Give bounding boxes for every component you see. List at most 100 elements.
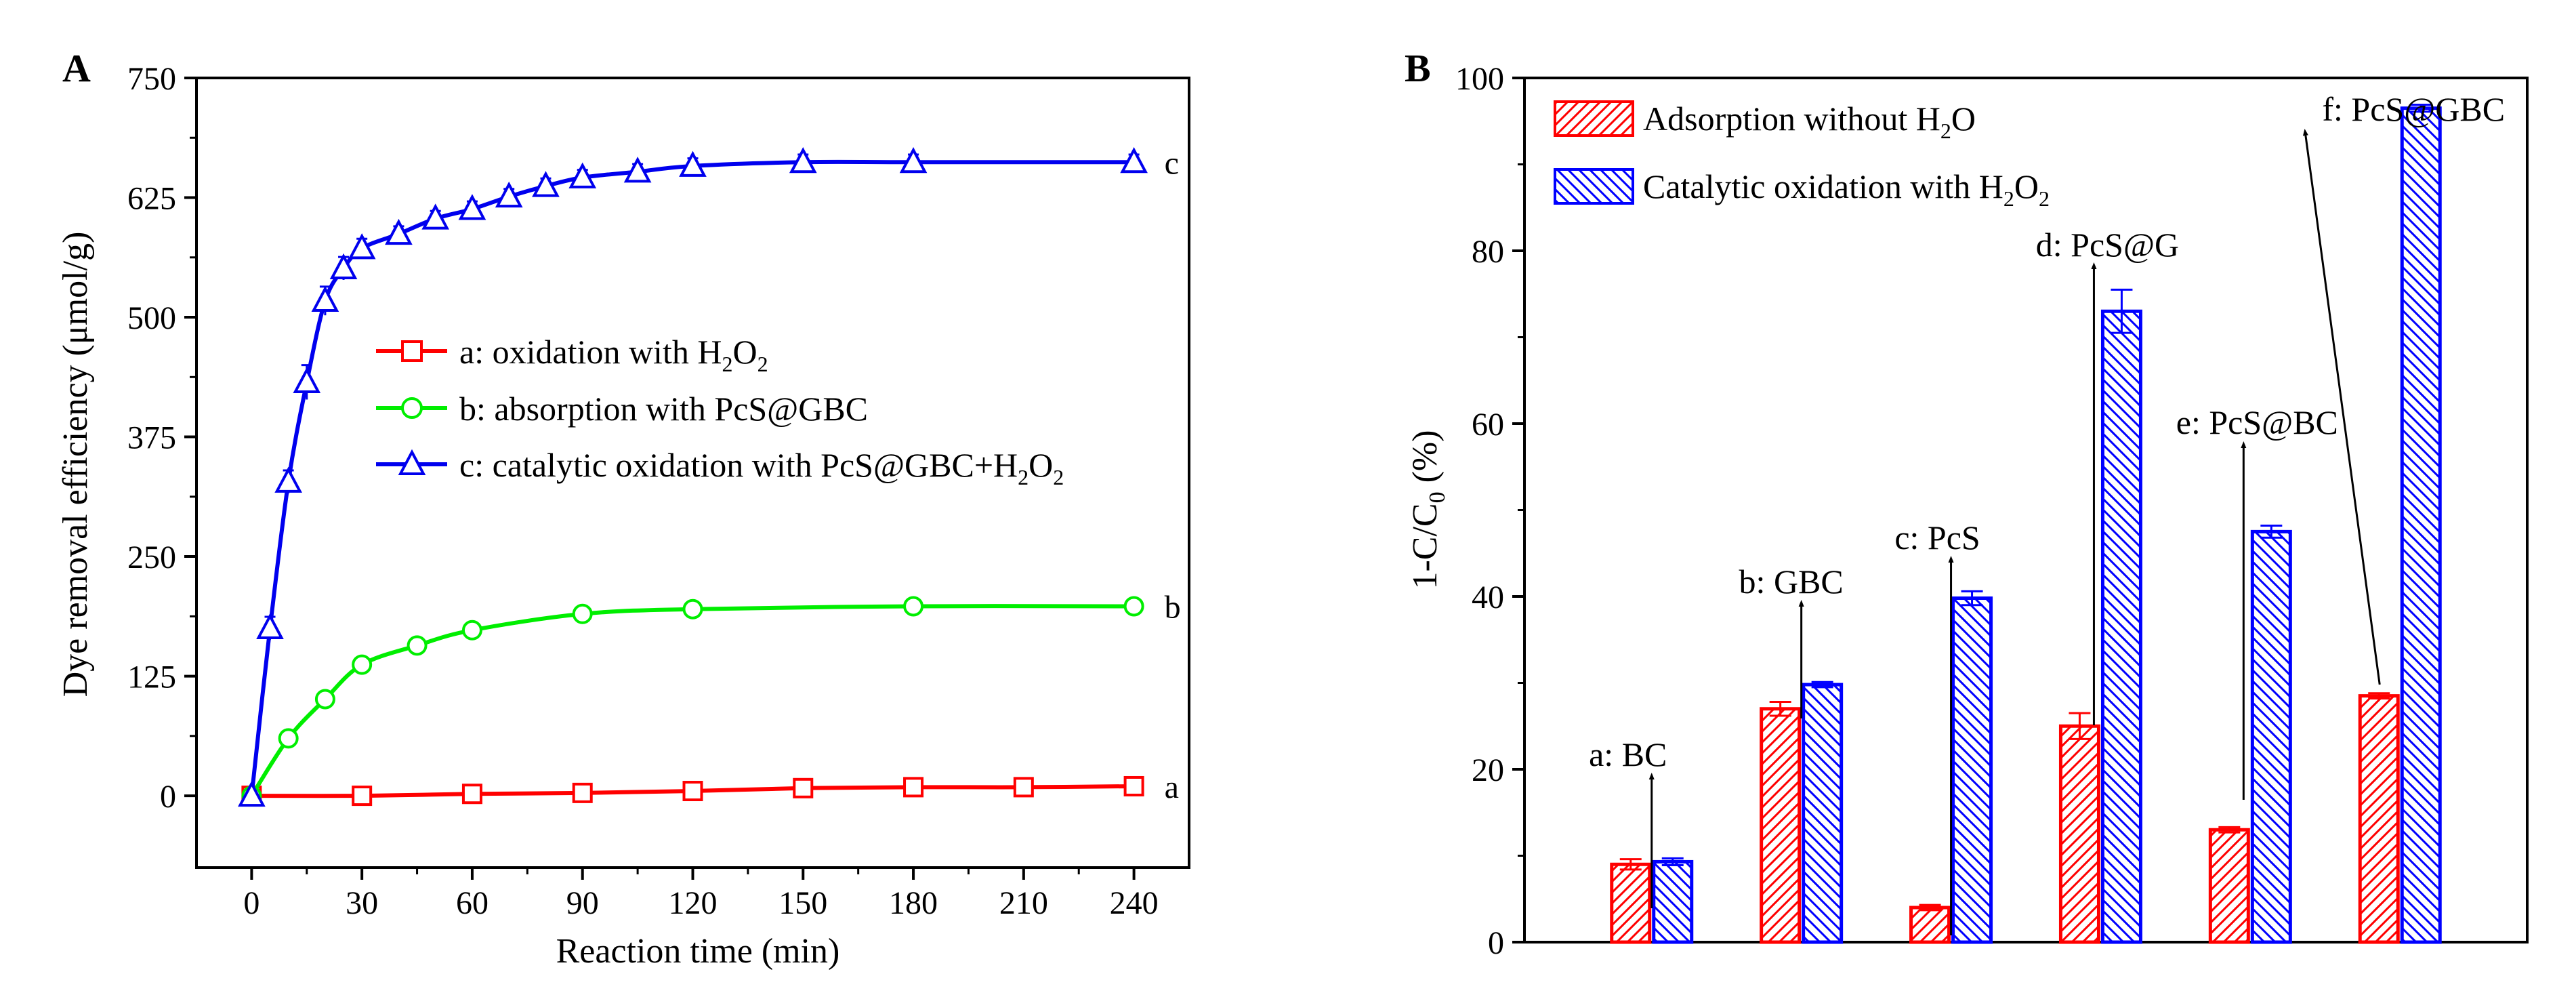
bar-adsorption xyxy=(2208,828,2250,944)
data-point-circle xyxy=(407,635,428,656)
bar-catalytic xyxy=(2100,309,2142,944)
annotation-arrow xyxy=(2302,129,2381,685)
bar-catalytic xyxy=(1802,683,1844,944)
data-point-circle xyxy=(314,689,335,710)
panel-b-annotations: a: BC b: GBC c: PcS d: PcS@G e: PcS@BC f: PcS… xyxy=(1589,90,2505,935)
legend-adsorption-text: Adsorption without H xyxy=(1643,100,1940,138)
panel-b-y-axis-title: 1-C/C0 (%) xyxy=(1406,430,1450,589)
legend-catalytic-suffix: O xyxy=(2014,167,2039,205)
panel-b-y-axis-title-sub: 0 xyxy=(1425,491,1450,503)
panel-a-y-axis-title: Dye removal efficiency (μmol/g) xyxy=(56,232,95,697)
legend-c-suffix: O xyxy=(1029,446,1053,484)
panel-b-y-axis: 0 20 40 60 80 100 xyxy=(1455,61,1524,961)
data-point-triangle xyxy=(623,157,652,183)
data-point-square xyxy=(903,777,924,798)
legend-swatch-catalytic xyxy=(1554,168,1634,205)
x-tick-label: 60 xyxy=(456,885,489,921)
bar-catalytic xyxy=(1951,596,1993,944)
legend-adsorption-suffix: O xyxy=(1951,100,1976,138)
series-a: a xyxy=(241,769,1179,807)
legend-c-sub2: 2 xyxy=(1053,465,1064,489)
bar-group-5 xyxy=(2208,524,2292,944)
legend-swatch-adsorption xyxy=(1554,100,1634,137)
legend-square-marker xyxy=(401,340,423,362)
bar-adsorption xyxy=(2358,694,2400,944)
data-point-triangle xyxy=(899,147,928,174)
bar-group-4 xyxy=(2058,288,2142,944)
panel-a-x-axis: 0 30 60 90 120 150 180 210 240 xyxy=(243,868,1159,921)
legend-item-adsorption: Adsorption without H2O xyxy=(1554,100,1976,143)
bar-adsorption xyxy=(1610,862,1652,944)
data-point-triangle xyxy=(532,171,560,197)
data-point-circle xyxy=(1123,596,1144,617)
panel-a-label: A xyxy=(62,46,91,90)
legend-triangle-marker xyxy=(398,449,426,475)
panel-b-bars-group xyxy=(1610,104,2442,944)
legend-item-b: b: absorption with PcS@GBC xyxy=(376,390,868,428)
data-point-square xyxy=(572,782,593,803)
category-label: b: GBC xyxy=(1739,563,1844,601)
x-tick-label: 90 xyxy=(566,885,599,921)
data-point-triangle xyxy=(679,150,707,177)
data-point-circle xyxy=(682,598,703,620)
bar-catalytic xyxy=(2250,529,2292,944)
data-point-triangle xyxy=(385,218,413,245)
legend-catalytic-sub2: 2 xyxy=(2039,186,2050,211)
data-point-triangle xyxy=(274,466,302,493)
category-label: a: BC xyxy=(1589,735,1667,773)
x-tick-label: 120 xyxy=(669,885,718,921)
data-point-circle xyxy=(903,596,924,617)
panel-a-x-axis-title: Reaction time (min) xyxy=(556,932,840,971)
series-b-line xyxy=(249,604,1134,797)
series-a-end-label: a xyxy=(1165,769,1179,805)
legend-item-a: a: oxidation with H2O2 xyxy=(376,333,768,376)
y-tick-label: 20 xyxy=(1472,752,1504,788)
svg-text:c: catalytic oxidation with Pc: c: catalytic oxidation with PcS@GBC+H2O2 xyxy=(459,446,1064,489)
y-tick-label: 625 xyxy=(127,181,176,217)
legend-catalytic-text: Catalytic oxidation with H xyxy=(1643,167,2003,205)
category-label: f: PcS@GBC xyxy=(2322,90,2505,128)
data-point-triangle xyxy=(568,162,597,188)
panel-a-series-group: a b c xyxy=(238,145,1181,807)
bar-adsorption xyxy=(1760,707,1802,944)
x-tick-label: 30 xyxy=(346,885,378,921)
y-tick-label: 40 xyxy=(1472,580,1504,615)
data-point-square xyxy=(352,786,373,807)
panel-a-legend: a: oxidation with H2O2 b: absorption wit… xyxy=(376,333,1064,489)
legend-adsorption-sub1: 2 xyxy=(1940,119,1951,143)
data-point-triangle xyxy=(238,780,266,807)
x-tick-label: 150 xyxy=(778,885,827,921)
panel-b-y-axis-title-main: 1-C/C xyxy=(1406,503,1445,589)
legend-catalytic-sub1: 2 xyxy=(2003,186,2014,211)
data-point-triangle xyxy=(458,194,486,220)
y-tick-label: 0 xyxy=(160,779,176,815)
panel-b-legend: Adsorption without H2O Catalytic oxidati… xyxy=(1554,100,2050,211)
panel-a-y-axis: 0 125 250 375 500 625 750 xyxy=(127,61,196,815)
category-label: c: PcS xyxy=(1894,519,1980,556)
x-tick-label: 240 xyxy=(1110,885,1159,921)
legend-circle-marker xyxy=(401,397,423,419)
category-label: e: PcS@BC xyxy=(2176,403,2338,441)
legend-a-text: a: oxidation with H xyxy=(459,333,722,371)
bar-group-3 xyxy=(1909,590,1993,944)
data-point-triangle xyxy=(789,147,817,174)
data-point-circle xyxy=(278,728,299,749)
data-point-triangle xyxy=(311,285,339,312)
bar-catalytic xyxy=(1652,859,1694,944)
x-tick-label: 210 xyxy=(999,885,1048,921)
svg-text:a: oxidation with H2O2: a: oxidation with H2O2 xyxy=(459,333,768,376)
legend-a-sub1: 2 xyxy=(722,352,732,376)
data-point-square xyxy=(682,781,703,802)
data-point-circle xyxy=(572,603,593,624)
panel-a-line-chart: A 0 125 250 375 500 625 750 0 30 60 90 120 150 180 21… xyxy=(56,46,1190,971)
data-point-square xyxy=(1013,777,1034,798)
legend-a-sub2: 2 xyxy=(757,352,768,376)
y-tick-label: 0 xyxy=(1488,925,1504,961)
data-point-circle xyxy=(461,620,482,641)
panel-b-label: B xyxy=(1405,46,1431,90)
data-point-square xyxy=(461,784,482,805)
y-tick-label: 100 xyxy=(1455,61,1504,97)
svg-text:Adsorption without H2O: Adsorption without H2O xyxy=(1643,100,1976,143)
